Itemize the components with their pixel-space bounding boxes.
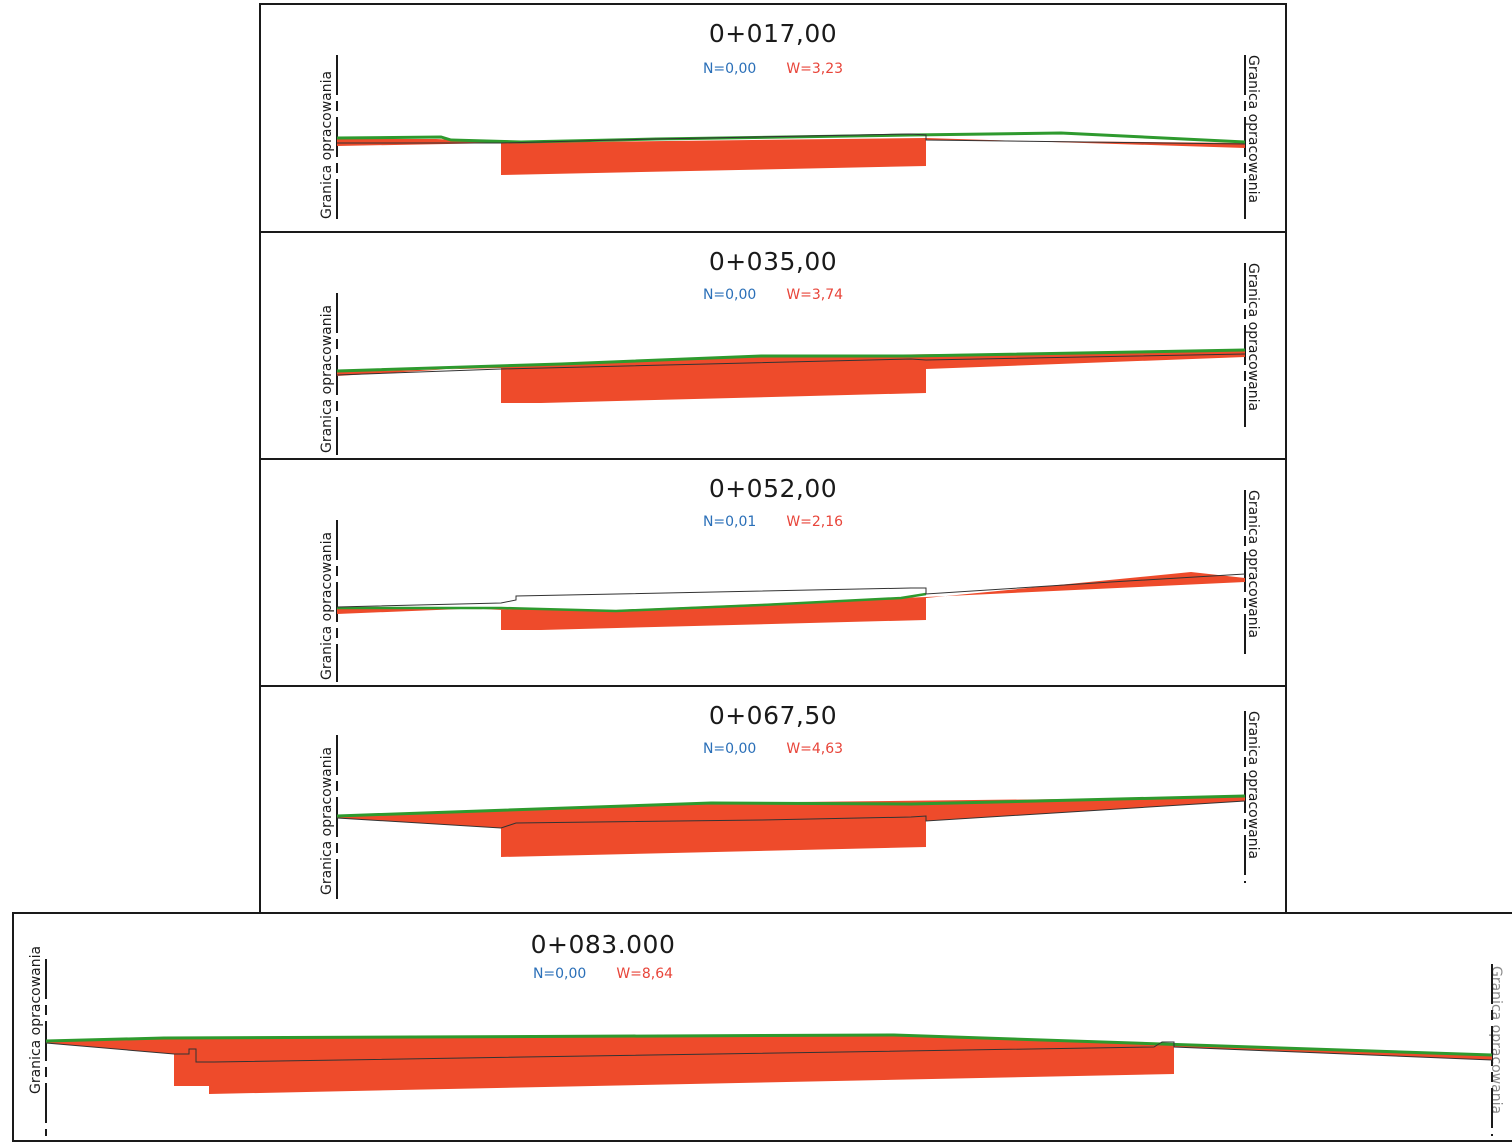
fill-w-value: W=4,63: [786, 741, 844, 757]
embankment-fill: [337, 351, 1245, 403]
cross-section-drawing: [336, 263, 1246, 455]
station-label: 0+052,00: [708, 474, 838, 503]
cross-section-panel-2: 0+035,00 N=0,00 W=3,74 Granica opracowani…: [259, 231, 1287, 461]
fill-n-value: N=0,01: [702, 514, 757, 530]
station-label: 0+083.000: [530, 930, 676, 959]
fill-n-value: N=0,00: [702, 741, 757, 757]
design-outline: [336, 800, 1246, 829]
volume-values: N=0,00 W=3,23: [261, 61, 1285, 77]
cross-section-drawing: [336, 490, 1246, 682]
embankment-fill: [337, 797, 1245, 857]
volume-values: N=0,00 W=4,63: [261, 741, 1285, 757]
terrain-line: [336, 794, 1246, 818]
cross-section-panel-4: 0+067,50 N=0,00 W=4,63 Granica opracowani…: [259, 685, 1287, 917]
fill-w-value: W=8,64: [616, 966, 674, 982]
cross-section-panel-3: 0+052,00 N=0,01 W=2,16 Granica opracowani…: [259, 458, 1287, 688]
cross-section-drawing: [336, 711, 1246, 901]
cross-section-panel-5: 0+083.000 N=0,00 W=8,64 Granica opracowan…: [12, 912, 1512, 1142]
station-label: 0+067,50: [708, 701, 838, 730]
design-outline: [337, 133, 1246, 145]
terrain-line: [337, 592, 927, 613]
terrain-line: [336, 348, 1246, 373]
design-outline: [45, 1041, 1493, 1063]
fill-n-value: N=0,00: [532, 966, 587, 982]
fill-n-value: N=0,00: [702, 287, 757, 303]
volume-values: N=0,00 W=8,64: [0, 966, 1352, 982]
station-label: 0+035,00: [708, 247, 838, 276]
embankment-fill: [337, 138, 1245, 175]
cross-section-drawing: [45, 959, 1493, 1136]
volume-values: N=0,00 W=3,74: [261, 287, 1285, 303]
embankment-fill: [46, 1035, 1492, 1094]
fill-n-value: N=0,00: [702, 61, 757, 77]
fill-w-value: W=2,16: [786, 514, 844, 530]
volume-values: N=0,01 W=2,16: [261, 514, 1285, 530]
design-outline: [336, 353, 1246, 376]
embankment-fill: [337, 572, 1245, 630]
fill-w-value: W=3,74: [786, 287, 844, 303]
terrain-line: [45, 1033, 1493, 1057]
design-outline: [336, 573, 1246, 608]
station-label: 0+017,00: [708, 19, 838, 48]
cross-section-drawing: [336, 55, 1246, 223]
fill-w-value: W=3,23: [786, 61, 844, 77]
cross-section-panel-1: 0+017,00 N=0,00 W=3,23 Granica opracowani…: [259, 3, 1287, 234]
